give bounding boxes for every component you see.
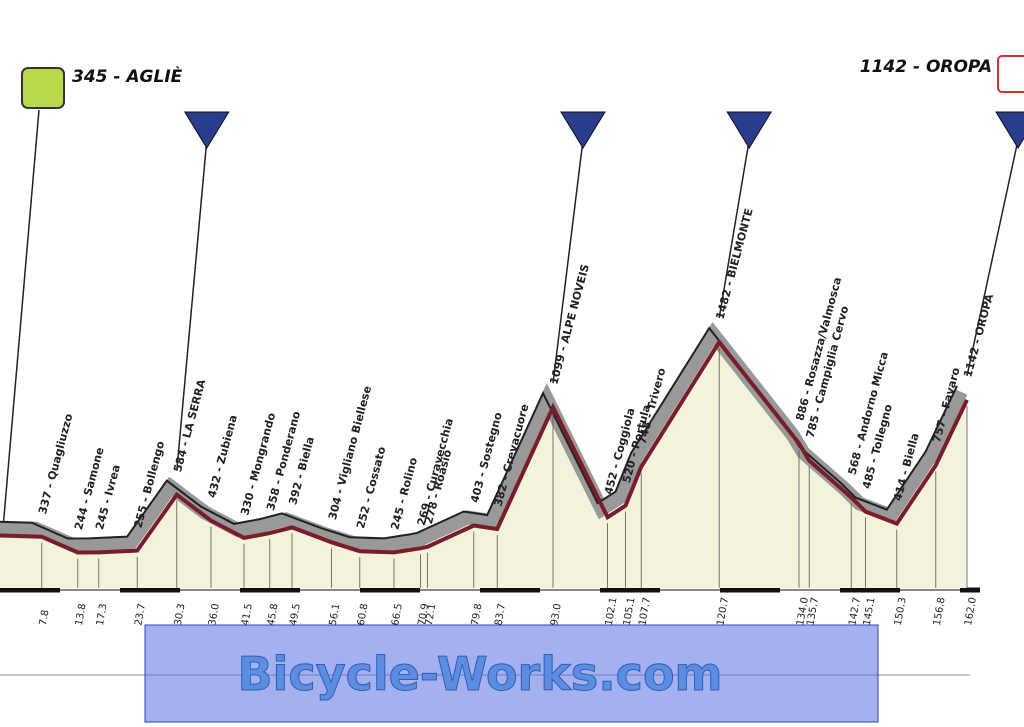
km-label: 60.8 xyxy=(356,603,371,627)
km-label: 102.1 xyxy=(604,596,620,626)
km-label: 120.7 xyxy=(715,596,731,626)
place-label: 584 - LA SERRA xyxy=(171,377,208,473)
start-label: 345 - AGLIÈ xyxy=(72,65,183,87)
watermark-box xyxy=(144,624,879,723)
km-label: 162.0 xyxy=(963,596,979,626)
km-label: 145.1 xyxy=(862,596,878,626)
km-label: 45.8 xyxy=(266,603,281,627)
place-label: 252 - Cossato xyxy=(354,445,388,530)
km-label: 49.5 xyxy=(288,603,303,627)
place-label: 337 - Quagliuzzo xyxy=(36,412,75,516)
km-label: 17.3 xyxy=(95,603,110,627)
profile-line xyxy=(0,338,969,555)
climb-marker xyxy=(726,111,773,149)
climb-line xyxy=(966,139,1019,377)
profile-area xyxy=(0,342,967,588)
km-label: 142.7 xyxy=(847,596,863,626)
km-label: 150.3 xyxy=(893,596,909,626)
start-icon xyxy=(21,67,65,109)
km-label: 93.0 xyxy=(549,603,564,627)
km-label: 23.7 xyxy=(133,603,148,627)
km-label: 105.1 xyxy=(622,596,638,626)
km-label: 30.3 xyxy=(173,603,188,627)
profile-edge xyxy=(0,326,958,540)
km-label: 156.8 xyxy=(932,596,948,626)
km-label: 56.1 xyxy=(328,603,343,627)
km-label: 36.0 xyxy=(207,603,222,627)
km-label: 66.5 xyxy=(390,603,405,627)
km-label: 70.9 xyxy=(417,603,432,627)
km-label: 7.8 xyxy=(38,609,52,627)
climb-line xyxy=(718,139,750,319)
profile-shade xyxy=(0,321,968,552)
climb-line xyxy=(552,139,584,384)
climb-marker xyxy=(995,111,1024,149)
finish-icon xyxy=(997,55,1024,93)
climb-marker xyxy=(560,111,606,149)
km-label: 107.7 xyxy=(637,596,653,626)
km-label: 13.8 xyxy=(74,603,89,627)
place-label: 1142 - OROPA xyxy=(961,292,996,378)
km-label: 41.5 xyxy=(240,603,255,627)
climb-line xyxy=(176,139,208,471)
place-label: 1099 - ALPE NOVEIS xyxy=(547,263,592,386)
start-line xyxy=(1,109,40,541)
km-label: 134.0 xyxy=(795,596,811,626)
finish-label: 1142 - OROPA xyxy=(860,57,992,77)
place-label: 432 - Zubiena xyxy=(205,414,240,500)
climb-marker xyxy=(183,111,230,149)
km-label: 72.1 xyxy=(424,603,439,627)
km-label: 83.7 xyxy=(493,603,508,627)
watermark: Bicycle-Works.com xyxy=(238,647,723,701)
km-label: 135.7 xyxy=(805,596,821,626)
km-label: 79.8 xyxy=(470,603,485,627)
